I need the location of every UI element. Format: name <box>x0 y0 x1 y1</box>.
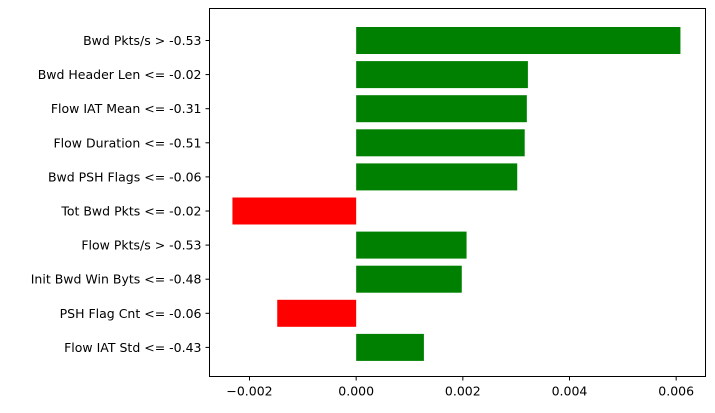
bar-3 <box>356 129 525 156</box>
y-tick-label-5: Tot Bwd Pkts <= -0.02 <box>60 204 201 219</box>
y-tick-label-2: Flow IAT Mean <= -0.31 <box>51 101 202 116</box>
y-tick-label-3: Flow Duration <= -0.51 <box>53 135 201 150</box>
bar-0 <box>356 27 680 54</box>
bar-2 <box>356 95 527 122</box>
y-tick-label-4: Bwd PSH Flags <= -0.06 <box>48 169 202 184</box>
y-tick-label-0: Bwd Pkts/s > -0.53 <box>83 33 201 48</box>
bar-4 <box>356 163 517 190</box>
bar-6 <box>356 232 466 259</box>
y-tick-label-1: Bwd Header Len <= -0.02 <box>38 67 202 82</box>
x-tick-label-2: 0.002 <box>445 384 481 399</box>
x-tick-label-1: 0.000 <box>338 384 374 399</box>
y-axis-ticks: Bwd Pkts/s > -0.53 Bwd Header Len <= -0.0… <box>31 33 210 355</box>
bar-7 <box>356 266 462 293</box>
x-tick-label-4: 0.006 <box>658 384 694 399</box>
y-tick-label-8: PSH Flag Cnt <= -0.06 <box>60 306 202 321</box>
y-tick-label-7: Init Bwd Win Byts <= -0.48 <box>31 272 202 287</box>
bar-8 <box>277 300 356 327</box>
x-tick-label-0: −0.002 <box>226 384 272 399</box>
y-tick-label-6: Flow Pkts/s > -0.53 <box>81 238 201 253</box>
x-axis-ticks: −0.002 0.000 0.002 0.004 0.006 <box>226 377 694 399</box>
bar-1 <box>356 61 528 88</box>
bar-9 <box>356 334 424 361</box>
x-tick-label-3: 0.004 <box>552 384 588 399</box>
bars-group <box>232 27 680 361</box>
y-tick-label-9: Flow IAT Std <= -0.43 <box>64 340 201 355</box>
bar-5 <box>232 198 356 225</box>
